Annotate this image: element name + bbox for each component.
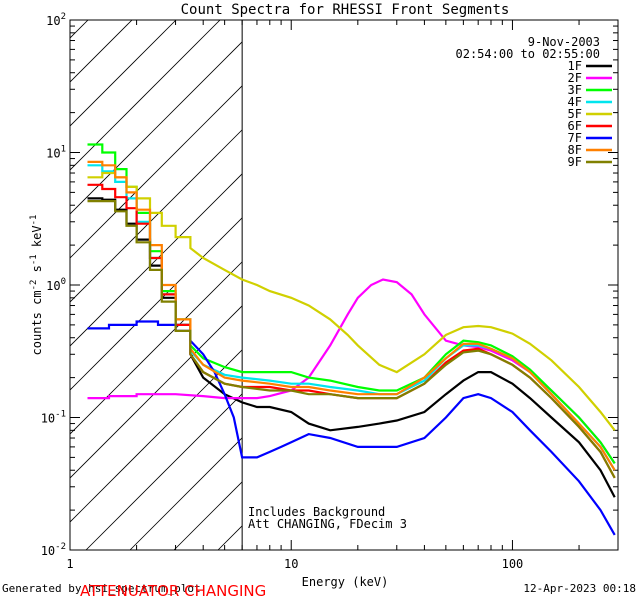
attenuator-status: ATTENUATOR CHANGING (80, 582, 267, 600)
chart-title: Count Spectra for RHESSI Front Segments (181, 2, 510, 18)
y-tick-label: 102 (46, 12, 66, 28)
hatch-line (70, 20, 177, 127)
generated-by-text: Generated by hsi_spectrum_plot (2, 582, 201, 595)
legend-label-5F: 5F (568, 107, 582, 121)
legend-label-1F: 1F (568, 59, 582, 73)
legend-label-4F: 4F (568, 95, 582, 109)
series-line-8F (87, 160, 616, 471)
x-tick-label: 100 (502, 557, 524, 571)
legend-time-range: 02:54:00 to 02:55:00 (456, 47, 601, 61)
annotation-attenuator: Att CHANGING, FDecim 3 (248, 517, 407, 531)
series-line-1F (87, 197, 616, 498)
hatch-line (70, 20, 133, 83)
axis-ticks: 1 10 100 10-2 10-1 100 101 102 (41, 12, 619, 571)
y-axis-label: counts cm-2 s-1 keV-1 (29, 215, 44, 356)
legend-label-3F: 3F (568, 83, 582, 97)
y-tick-label: 101 (46, 145, 66, 161)
hatch-line (70, 20, 221, 171)
timestamp: 12-Apr-2023 00:18 (523, 582, 636, 595)
legend-date: 9-Nov-2003 (528, 35, 600, 49)
legend-label-2F: 2F (568, 71, 582, 85)
legend-label-8F: 8F (568, 143, 582, 157)
annotation-background: Includes Background (248, 505, 385, 519)
legend-label-6F: 6F (568, 119, 582, 133)
legend-label-9F: 9F (568, 155, 582, 169)
y-tick-label: 10-2 (41, 542, 66, 558)
series-line-5F (87, 171, 616, 431)
series-group (87, 143, 616, 536)
x-axis-label: Energy (keV) (302, 575, 389, 589)
hatch-line (70, 20, 89, 39)
y-tick-label: 10-1 (41, 410, 66, 426)
hatched-region (70, 20, 618, 550)
series-line-7F (87, 320, 616, 536)
series-line-9F (87, 200, 616, 479)
x-tick-label: 10 (284, 557, 298, 571)
hatch-line (70, 20, 265, 215)
hatch-mask (242, 20, 618, 550)
x-tick-label: 1 (66, 557, 73, 571)
y-tick-label: 100 (46, 277, 66, 293)
series-line-2F (87, 278, 616, 465)
legend-label-7F: 7F (568, 131, 582, 145)
